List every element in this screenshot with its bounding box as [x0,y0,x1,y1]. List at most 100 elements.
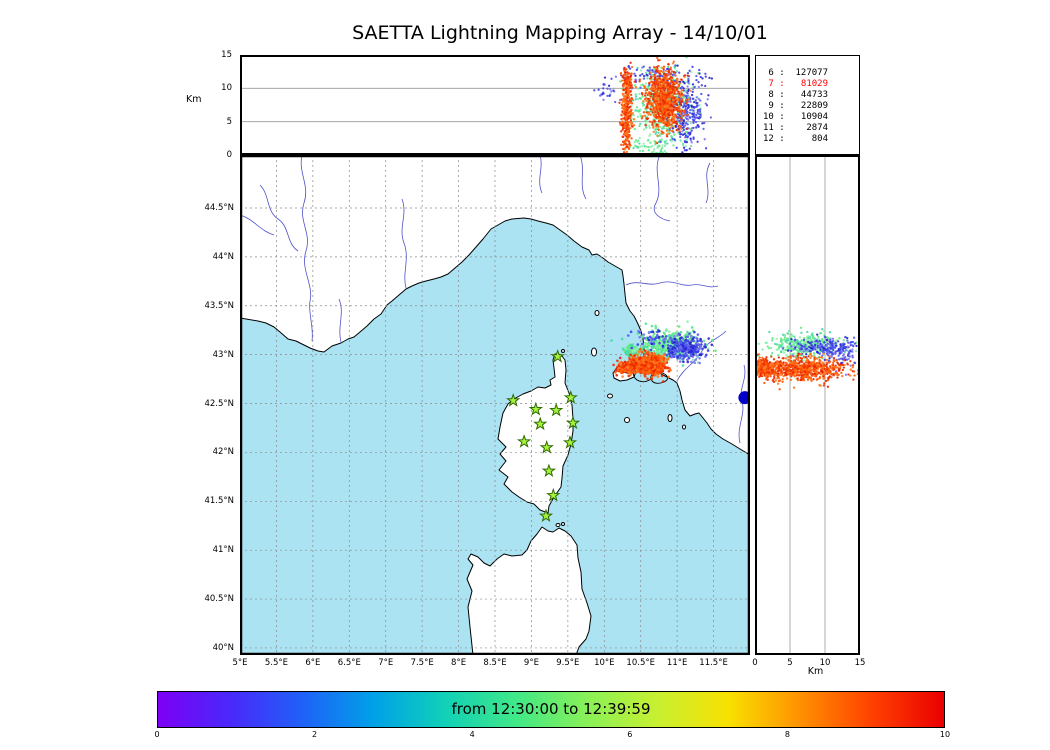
lon-tick-label: 9°E [523,658,539,668]
map-panel [240,155,750,655]
lon-tick-label: 8.5°E [483,658,507,668]
colorbar-tick-label: 10 [939,730,951,739]
rivers [240,155,746,444]
scatter-cluster-early [781,333,860,362]
lma-station-star [539,439,554,454]
lma-station-star [549,402,564,417]
top-ytick-label: 0 [226,150,232,160]
lon-tick-label: 5.5°E [264,658,288,668]
river [259,184,299,252]
lat-tick-label: 42.5°N [204,398,234,409]
lon-tick-label: 11.5°E [699,658,728,668]
lat-tick-label: 40.5°N [204,594,234,605]
colorbar-tick-label: 0 [154,730,160,739]
colorbar-tick-label: 8 [784,730,790,739]
scatter-cluster-early [593,75,622,104]
river [401,198,407,289]
scatter-cluster-early [627,328,700,350]
count-row: 8 : 44733 [763,90,829,100]
river [625,281,719,288]
island-pianosa [607,393,613,399]
scatter-cluster-early [828,336,860,376]
islet-giraglia [561,349,565,353]
right-panel-grid [789,155,826,655]
lat-tick-label: 42°N [212,447,234,458]
lon-tick-label: 9.5°E [556,658,580,668]
lma-station-star [533,416,548,431]
lma-station-star [546,487,561,502]
count-row: 7 : 81029 [763,79,829,89]
lon-tick-label: 6.5°E [337,658,361,668]
right-xtick-label: 5 [787,658,793,668]
lat-tick-label: 44°N [212,251,234,262]
island-montecristo [624,417,630,423]
top-panel-border [240,55,750,155]
scatter-cluster-mid [623,139,685,155]
time-window-label: from 12:30:00 to 12:39:59 [451,700,651,718]
right-xtick-label: 15 [854,658,866,668]
lma-station-star [563,390,578,404]
lon-tick-label: 11°E [666,658,688,668]
island-capraia [591,347,597,357]
lon-tick-label: 10.5°E [626,658,655,668]
river [676,330,727,382]
lma-station-star [528,401,543,416]
scatter-cluster-late [619,68,636,94]
island-gorgona [594,310,600,316]
top-ytick-label: 5 [226,116,232,127]
source-counts-legend: 6 : 127077 7 : 81029 8 : 44733 9 : 22809… [755,55,860,155]
lma-station-star [538,508,554,523]
lma-station-star [565,415,581,430]
islet-caprera [561,522,565,526]
lon-tick-label: 10°E [594,658,615,668]
land-masses [240,155,750,655]
time-colorbar: from 12:30:00 to 12:39:59 [157,691,945,728]
river [539,155,543,194]
colorbar-tick-label: 4 [469,730,475,739]
scatter-cluster-late [634,55,692,145]
lon-tick-label: 8°E [451,658,467,668]
lma-station-markers [506,349,581,523]
river [300,155,313,342]
lma-station-star [506,393,521,407]
count-row: 6 : 127077 [763,68,829,78]
map-grid [240,155,750,655]
lat-tick-label: 44.5°N [204,202,234,213]
islet-maddalena [555,523,561,527]
lma-station-star [516,434,532,448]
lon-tick-label: 5°E [232,658,248,668]
blue-dot-marker [738,391,750,405]
count-row: 12 : 804 [763,134,829,144]
lma-station-star [541,463,557,478]
river [653,155,671,222]
island-sardinia [466,526,592,655]
lat-tick-label: 41.5°N [204,496,234,507]
colorbar-tick-label: 6 [627,730,633,739]
extra-marker-layer [738,391,750,405]
land-france-italy [240,155,750,456]
source-counts-rows: 6 : 127077 7 : 81029 8 : 44733 9 : 22809… [756,56,859,145]
river [579,155,587,200]
top-ytick-label: 15 [221,50,232,60]
right-xtick-label: 10 [819,658,831,668]
river [240,214,275,236]
map-scatter-layer [610,320,717,383]
river [338,298,342,343]
lat-tick-label: 40°N [212,642,234,653]
river [705,162,711,204]
count-row: 11 : 2874 [763,123,829,133]
right-panel-border [755,155,860,655]
island-giannutri [682,424,686,430]
top-panel-ylabel: Km [186,94,202,105]
lma-station-star [562,435,578,449]
top-panel-scatter-layer [593,55,714,155]
right-panel-xlabel: Km [807,666,824,677]
top-ytick-label: 10 [221,83,232,94]
lon-tick-label: 7°E [378,658,394,668]
lon-tick-label: 7.5°E [410,658,434,668]
map-border [240,155,750,655]
lat-tick-label: 43.5°N [204,300,234,311]
scatter-cluster-late [619,347,672,383]
island-giglio [667,414,673,422]
